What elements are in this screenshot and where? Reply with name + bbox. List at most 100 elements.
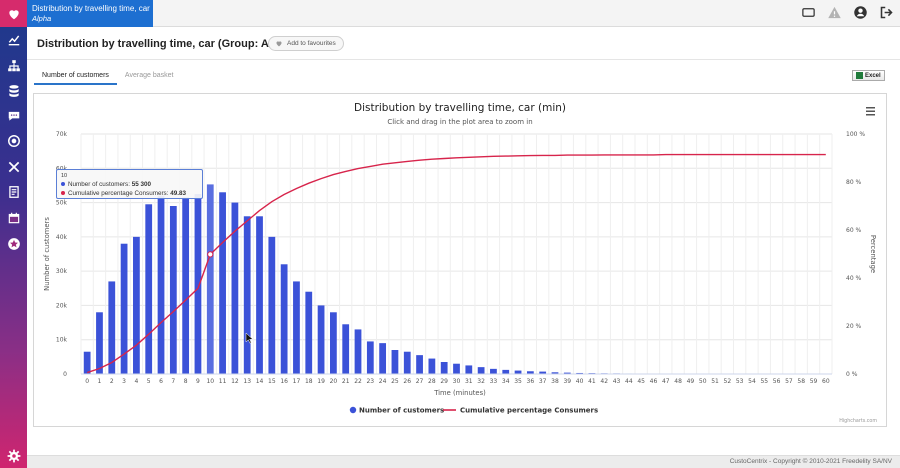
x-tick-label: 14 [256,378,264,385]
tab-average-basket[interactable]: Average basket [124,72,174,79]
bar [96,312,103,374]
window-icon[interactable] [801,5,816,25]
x-tick-label: 44 [625,378,633,385]
x-tick-label: 18 [305,378,313,385]
x-tick-label: 30 [453,378,461,385]
x-tick-label: 13 [243,378,251,385]
y-tick-label: 50k [56,200,68,207]
calendar-icon[interactable] [0,206,27,230]
y2-tick-label: 60 % [846,227,862,234]
page-title: Distribution by travelling time, car (Gr… [37,38,296,50]
y-axis-label: Number of customers [43,217,51,291]
database-icon[interactable] [0,79,27,103]
x-tick-label: 32 [477,378,485,385]
x-tick-label: 48 [674,378,682,385]
x-tick-label: 26 [403,378,411,385]
bar [206,184,214,374]
tooltip-value-customers: 55 300 [131,181,151,188]
line-series [86,153,826,374]
bar [120,243,128,374]
legend-item-cumulative-percentage: Cumulative percentage Consumers [460,407,598,415]
y-tick-label: 10k [56,337,68,344]
x-tick-label: 55 [760,378,768,385]
tooltip-header: 10 [61,173,68,179]
x-tick-label: 58 [797,378,805,385]
chart[interactable]: 0 1 2 3 4 5 6 7 8 9 10 11 12 13 14 15 16 17 18 19 20 21 22 23 24… [34,94,886,426]
x-tick-label: 11 [219,378,227,385]
x-tick-label: 5 [147,378,151,385]
x-tick-label: 43 [613,378,621,385]
bar [83,351,91,374]
y-axis-left: 0 10k 20k 30k 40k 50k 60k 70k [56,131,68,378]
y-tick-label: 40k [56,234,68,241]
tools-icon[interactable] [0,155,27,179]
bar [428,358,436,374]
x-tick-label: 47 [662,378,670,385]
chart-tabs: Number of customers Average basket [34,68,181,85]
bar [329,312,337,374]
target-icon[interactable] [0,129,27,153]
chart-grid [80,133,833,375]
x-tick-label: 53 [736,378,744,385]
x-tick-label: 9 [196,378,200,385]
x-tick-label: 38 [551,378,559,385]
bar [416,355,423,374]
report-title-tab[interactable]: Distribution by travelling time, car Alp… [27,0,153,27]
bar [256,216,263,374]
star-icon[interactable] [0,232,27,256]
x-tick-label: 45 [637,378,645,385]
x-tick-label: 24 [379,378,387,385]
bar [231,202,239,374]
bar [108,281,116,374]
bar [317,305,325,374]
x-tick-label: 17 [293,378,301,385]
bar [305,291,313,374]
bar-series [83,184,830,374]
add-to-favourites-button[interactable]: Add to favourites [268,36,344,51]
chart-title: Distribution by travelling time, car (mi… [354,102,566,114]
tab-number-of-customers[interactable]: Number of customers [34,68,117,85]
x-tick-label: 35 [514,378,522,385]
x-tick-label: 23 [366,378,374,385]
report-icon[interactable] [0,180,27,204]
dashboard-chart-icon[interactable] [0,28,27,52]
chart-panel: 0 1 2 3 4 5 6 7 8 9 10 11 12 13 14 15 16 17 18 19 20 21 22 23 24… [33,93,887,427]
chart-menu-icon[interactable] [866,107,875,116]
x-tick-label: 51 [711,378,719,385]
bar [379,343,387,374]
heart-outline-icon [276,41,282,47]
x-tick-label: 27 [416,378,424,385]
x-tick-label: 22 [354,378,362,385]
x-tick-label: 21 [342,378,350,385]
chart-legend[interactable]: Number of customers Cumulative percentag… [349,406,598,415]
user-icon[interactable] [853,5,868,25]
x-tick-label: 8 [184,378,188,385]
excel-export-button[interactable]: Excel [852,70,885,81]
legend-bars-marker [349,406,357,414]
x-tick-label: 57 [785,378,793,385]
hierarchy-icon[interactable] [0,54,27,78]
heart-icon[interactable] [0,0,27,27]
bar [490,368,497,374]
logout-icon[interactable] [879,5,894,25]
y-tick-label: 0 [63,371,67,378]
report-title-tab-title: Distribution by travelling time, car [32,4,150,13]
bar [576,372,584,374]
warning-icon[interactable] [827,5,842,25]
x-tick-label: 6 [159,378,163,385]
bar [551,372,559,374]
chat-icon[interactable] [0,104,27,128]
x-tick-label: 41 [588,378,596,385]
x-tick-label: 4 [134,378,138,385]
y2-tick-label: 100 % [846,131,865,138]
x-tick-label: 52 [724,378,732,385]
y2-axis-label: Percentage [869,235,877,273]
bar [539,371,547,374]
bar [268,236,276,374]
x-tick-label: 42 [600,378,608,385]
x-tick-label: 15 [268,378,276,385]
header-divider [27,59,900,60]
x-tick-label: 2 [110,378,114,385]
settings-gear-icon[interactable] [0,444,27,468]
bar [293,281,300,374]
